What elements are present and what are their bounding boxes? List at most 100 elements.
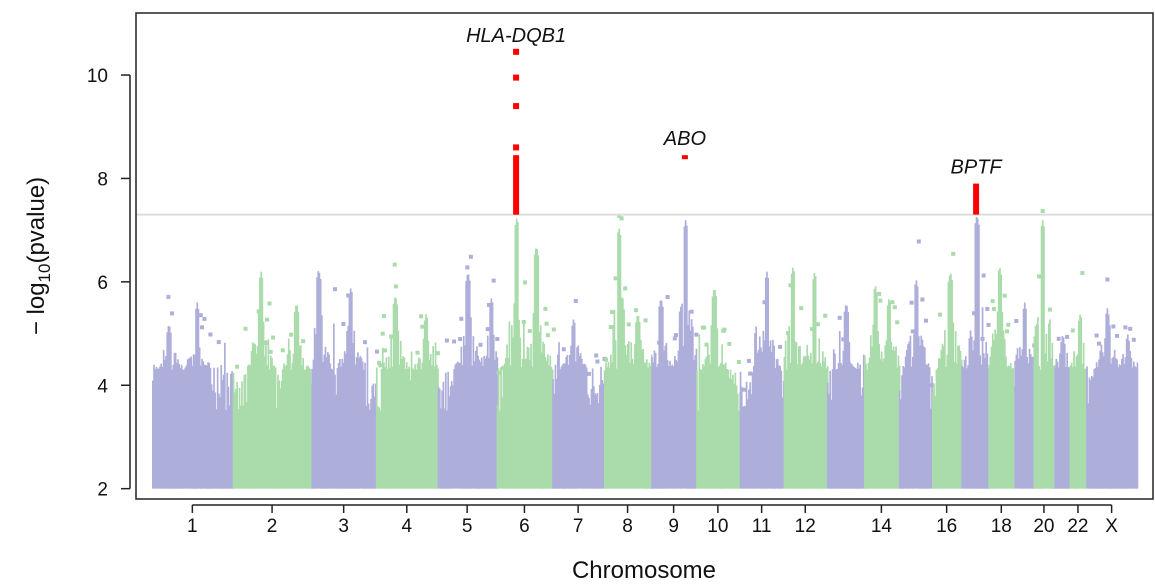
y-axis: 246810 xyxy=(87,66,130,501)
chr-10-point xyxy=(723,328,727,332)
chr-1-point xyxy=(170,311,174,315)
chr-4-point xyxy=(419,314,423,318)
x-tick-label: 7 xyxy=(573,516,584,537)
chr-5-point xyxy=(495,337,499,341)
chr-3-point xyxy=(333,287,337,291)
chr-X-point xyxy=(1095,334,1099,338)
chr-19-point xyxy=(1014,319,1018,323)
chr-8-point xyxy=(644,318,648,322)
significant-point-abo xyxy=(682,155,688,159)
chr-17-point xyxy=(987,323,991,327)
chr-1-point xyxy=(166,295,170,299)
x-axis-title: Chromosome xyxy=(572,557,716,584)
chr-21-point xyxy=(1065,335,1069,339)
chr-17-point xyxy=(982,274,986,278)
chr-2-point xyxy=(289,333,293,337)
chr-4-point xyxy=(381,332,385,336)
chr-2-point xyxy=(281,348,285,352)
chr-X-point xyxy=(1105,278,1109,282)
chr-18-point xyxy=(1006,323,1010,327)
chr-5-point xyxy=(458,337,462,341)
x-tick-label: 16 xyxy=(936,516,957,537)
x-axis: 1 2 3 4 5 6 7 8 9 10 11 12 14 16 18 20 22 X xyxy=(187,505,1118,537)
significant-point-hla-dqb1 xyxy=(513,49,519,55)
chr-15-point xyxy=(920,298,924,302)
chr-8-point xyxy=(610,310,614,314)
significant-point-bptf xyxy=(973,184,979,215)
y-tick-label: 6 xyxy=(97,273,108,294)
chr-22-point xyxy=(1071,329,1075,333)
chr-15-point xyxy=(917,240,921,244)
chr-21-point xyxy=(1057,337,1061,341)
chr-6-point xyxy=(528,329,532,333)
chr-5-point xyxy=(469,255,473,259)
chr-2-point xyxy=(235,365,239,369)
chr-X-point xyxy=(1128,327,1132,331)
chr-8-point xyxy=(634,308,638,312)
gene-label-abo: ABO xyxy=(663,128,706,150)
chr-8-point xyxy=(620,216,624,220)
chr-4-point xyxy=(394,284,398,288)
x-tick-label: 1 xyxy=(187,516,198,537)
x-tick-label: 6 xyxy=(519,516,530,537)
y-tick-label: 8 xyxy=(97,169,108,190)
chr-1-point xyxy=(202,317,206,321)
chr-2-point xyxy=(244,327,248,331)
chr-18-point xyxy=(991,299,995,303)
chr-X-point xyxy=(1115,334,1119,338)
chr-10-point xyxy=(727,342,731,346)
gene-annotations: HLA-DQB1 ABO BPTF xyxy=(466,25,1003,179)
chr-11-point xyxy=(742,388,746,392)
x-tick-label: 8 xyxy=(622,516,633,537)
y-tick-label: 10 xyxy=(87,66,108,87)
chr-15-point xyxy=(910,301,914,305)
chr-17-point xyxy=(985,307,989,311)
x-tick-label: 10 xyxy=(707,516,728,537)
chr-4-point xyxy=(389,335,393,339)
chr-8-point xyxy=(627,322,631,326)
chr-7-point xyxy=(594,354,598,358)
chr-8-point xyxy=(623,286,627,290)
y-axis-title-prefix: − log xyxy=(23,282,50,335)
chr-18-point xyxy=(1005,329,1009,333)
chr-11-point xyxy=(748,372,752,376)
chr-1-point xyxy=(208,333,212,337)
chr-11-point xyxy=(747,359,751,363)
y-tick-label: 2 xyxy=(97,480,108,501)
chr-14-point xyxy=(893,305,897,309)
chr-11-point xyxy=(778,345,782,349)
chr-20-point xyxy=(1048,308,1052,312)
chr-8-point xyxy=(604,358,608,362)
chr-8-point xyxy=(609,325,613,329)
chr-3-point xyxy=(341,322,345,326)
x-tick-label: 11 xyxy=(752,516,772,537)
x-tick-label: 4 xyxy=(402,516,413,537)
chr-20-point xyxy=(1037,274,1041,278)
chr-2-point xyxy=(301,339,305,343)
y-axis-title: − log10(pvalue) xyxy=(23,177,54,335)
chr-X-point xyxy=(1097,342,1101,346)
significant-points xyxy=(513,49,979,215)
x-tick-label: 14 xyxy=(871,516,893,537)
chr-4-point xyxy=(393,263,397,267)
chr-5-point xyxy=(452,340,456,344)
chr-1-point xyxy=(200,325,204,329)
chr-12-point xyxy=(816,322,820,326)
x-tick-label: X xyxy=(1105,516,1118,537)
chr-5-point xyxy=(479,343,483,347)
data-points xyxy=(152,209,1138,489)
chr-X-point xyxy=(1123,325,1127,329)
chr-3-point xyxy=(375,350,379,354)
chr-7-point xyxy=(562,347,566,351)
chr-12-point xyxy=(823,314,827,318)
chr-7-point xyxy=(574,299,578,303)
chr-3-point xyxy=(363,340,367,344)
x-tick-label: 2 xyxy=(267,516,278,537)
chr-18-point xyxy=(992,307,996,311)
y-axis-title-suffix: (pvalue) xyxy=(23,177,50,264)
chr-8-point xyxy=(614,276,618,280)
chr-2-point xyxy=(269,350,273,354)
chr-6-point xyxy=(523,280,527,284)
chr-22-point xyxy=(1080,271,1084,275)
x-tick-label: 5 xyxy=(462,516,473,537)
